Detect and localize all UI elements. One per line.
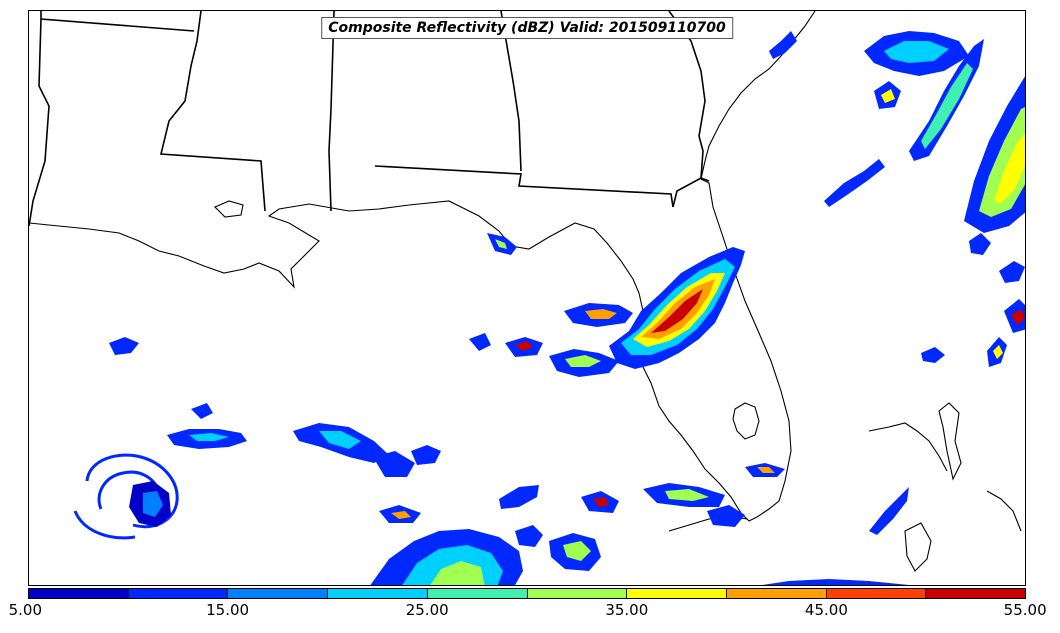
echo-sgulf-8	[515, 525, 543, 547]
map-panel: Composite Reflectivity (dBZ) Valid: 2015…	[28, 10, 1026, 586]
echo-sgulf-1-core	[391, 511, 411, 519]
colorbar	[28, 588, 1026, 599]
al-fl-border	[374, 165, 674, 208]
echo-sgulf-3-core	[593, 497, 609, 507]
colorbar-segment-8	[826, 589, 927, 598]
radar-echoes	[73, 31, 1025, 585]
fl-ga-east	[672, 177, 710, 208]
echo-wgulf-6	[109, 337, 139, 355]
map-title: Composite Reflectivity (dBZ) Valid: 2015…	[321, 17, 733, 39]
echo-east-1	[999, 261, 1025, 283]
echo-ne-band-1-core	[921, 63, 973, 149]
echo-hurricane-core-inner	[143, 491, 163, 517]
echo-gulf-c1-core	[515, 341, 533, 351]
colorbar-segment-0	[29, 589, 129, 598]
colorbar-segment-2	[228, 589, 329, 598]
bahamas-2	[986, 490, 1022, 532]
echo-ne-small-1-core	[881, 89, 895, 103]
ga-sc-border	[668, 11, 706, 179]
echo-gulf-c2-core	[565, 355, 601, 367]
echo-wgulf-1-core	[189, 433, 229, 441]
echo-wgulf-4	[411, 445, 441, 465]
echo-bottom-strip	[762, 579, 909, 585]
lake-ms	[214, 200, 244, 218]
echo-wgulf-2-core	[319, 431, 361, 449]
colorbar-segment-1	[128, 589, 229, 598]
echo-east-4	[921, 347, 945, 363]
colorbar-segment-3	[328, 589, 428, 598]
echo-sgulf-5	[707, 505, 745, 527]
echo-fl-main-red	[651, 289, 703, 333]
echo-gulf-bigbend-core	[585, 309, 617, 319]
echo-wgulf-3	[373, 451, 415, 477]
lake-okeechobee	[732, 402, 760, 440]
bahamas-3	[904, 522, 932, 572]
ms-al-border	[328, 11, 335, 212]
echo-sgulf-6-core	[757, 467, 775, 473]
bahamas-1	[938, 402, 962, 481]
la-north-border	[40, 11, 195, 32]
echo-ne-band-2-inner	[994, 133, 1025, 203]
echo-cuba-east	[869, 487, 909, 535]
echo-panhandle-core	[495, 239, 507, 249]
colorbar-tick-label: 35.00	[605, 601, 649, 619]
echo-ga-coast	[769, 31, 797, 59]
coastlines	[29, 11, 1022, 572]
echo-offshore-line	[824, 159, 885, 207]
colorbar-tick-label: 15.00	[206, 601, 250, 619]
echo-gulf-c3	[469, 333, 491, 351]
colorbar-tick-label: 55.00	[1003, 601, 1047, 619]
echo-sgulf-7-core	[563, 541, 591, 561]
colorbar-tick-label: 5.00	[8, 601, 43, 619]
cuba-north	[868, 422, 948, 472]
echo-east-3-core	[993, 345, 1003, 359]
echo-ne-top-core	[884, 41, 949, 63]
colorbar-tick-label: 45.00	[804, 601, 848, 619]
state-boundaries	[29, 11, 710, 227]
echo-east-2-core	[1011, 309, 1025, 325]
colorbar-segment-5	[527, 589, 628, 598]
colorbar-tick-label: 25.00	[405, 601, 449, 619]
reflectivity-map	[29, 11, 1025, 585]
colorbar-segment-7	[726, 589, 827, 598]
la-ms-river	[159, 11, 266, 212]
colorbar-segment-9	[926, 589, 1026, 598]
echo-sgulf-4-core	[665, 489, 709, 501]
echo-yucatan-core	[430, 561, 485, 585]
colorbar-segment-6	[627, 589, 727, 598]
echo-sgulf-2	[499, 485, 539, 509]
echo-wgulf-5	[191, 403, 213, 419]
la-west-border	[29, 18, 50, 227]
echo-east-5	[969, 233, 991, 255]
echo-hurricane-arc-3	[73, 510, 136, 540]
colorbar-segment-4	[427, 589, 528, 598]
gulf-coast-west	[29, 178, 792, 522]
